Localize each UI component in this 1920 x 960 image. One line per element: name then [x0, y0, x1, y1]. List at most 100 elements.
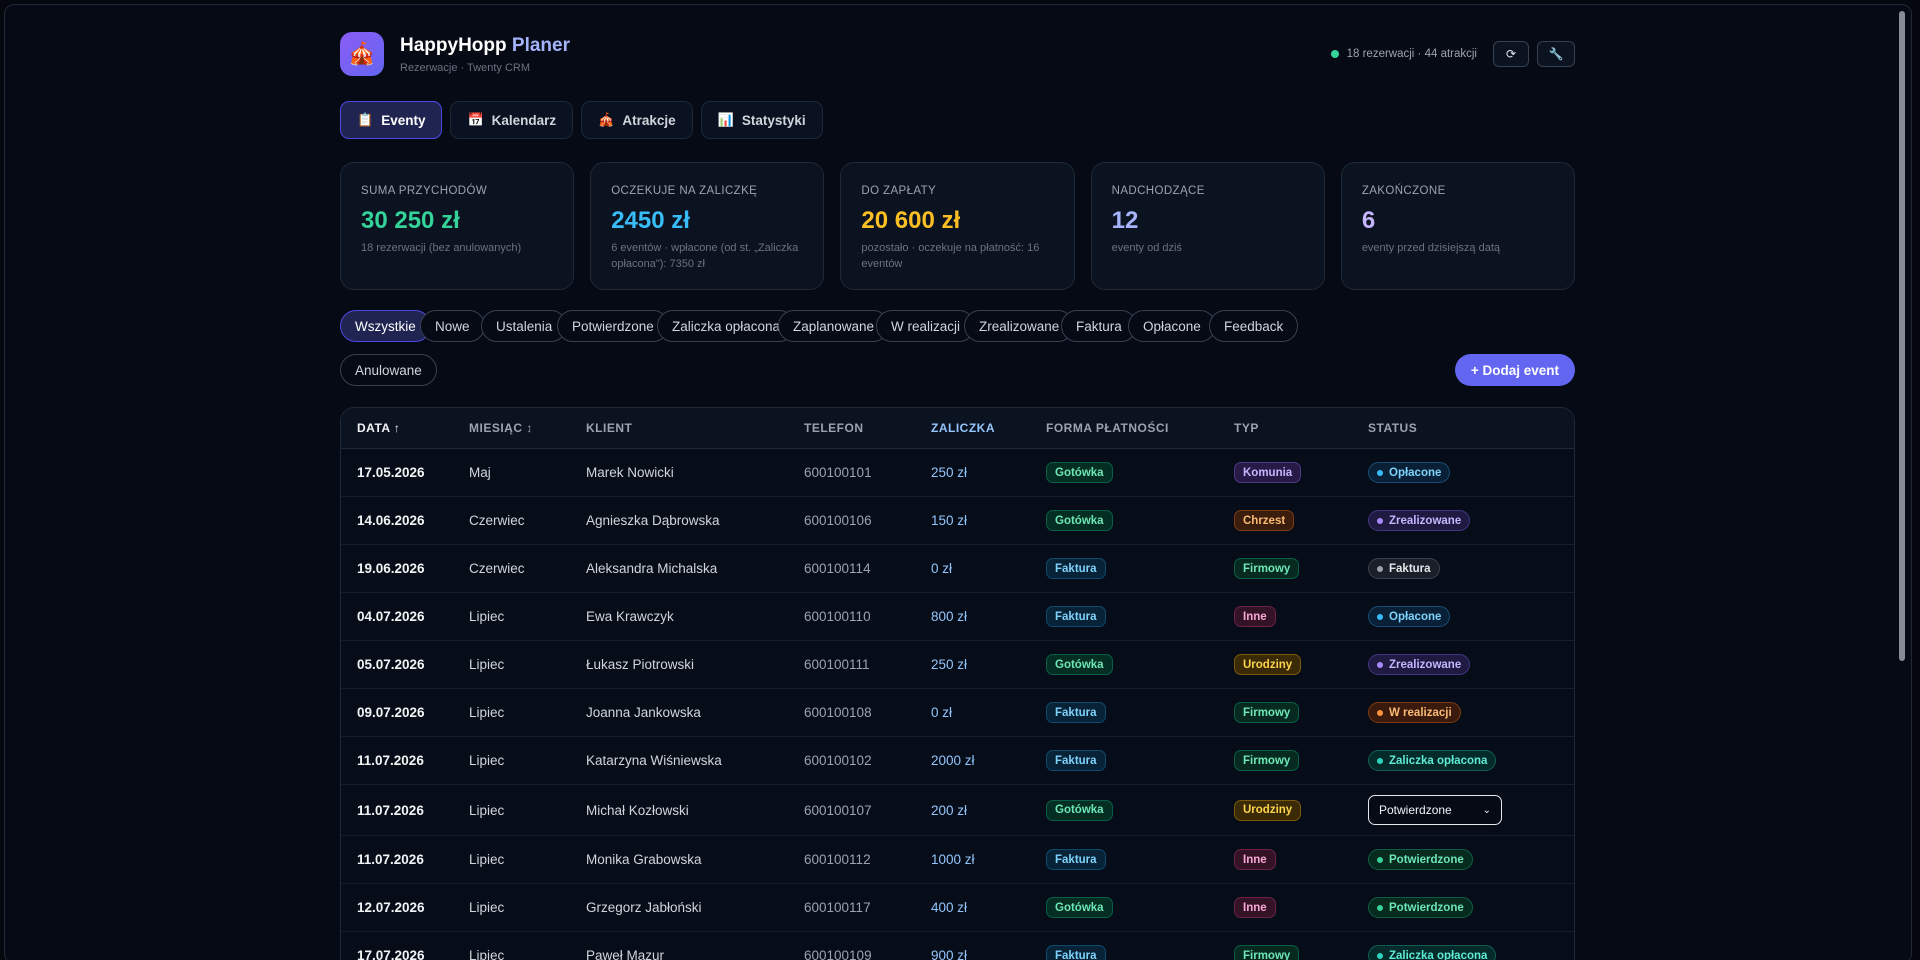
filter-chip-opłacone[interactable]: Opłacone [1128, 310, 1216, 342]
scrollbar[interactable] [1899, 11, 1905, 661]
status-badge[interactable]: Potwierdzone [1368, 897, 1473, 918]
stat-card: OCZEKUJE NA ZALICZKĘ 2450 zł 6 eventów · w… [590, 162, 825, 290]
filter-chip-w-realizacji[interactable]: W realizacji [876, 310, 976, 342]
tab-atrakcje[interactable]: 🎪 Atrakcje [581, 101, 693, 139]
table-row[interactable]: 19.06.2026 Czerwiec Aleksandra Michalska 60… [341, 545, 1574, 593]
cell-deposit: 400 zł [931, 900, 968, 915]
filter-chip-faktura[interactable]: Faktura [1061, 310, 1137, 342]
cell-status: Potwierdzone [1368, 849, 1568, 870]
cell-client: Monika Grabowska [586, 852, 702, 867]
status-select[interactable]: Potwierdzone ⌄ [1368, 795, 1502, 825]
tab-kalendarz[interactable]: 📅 Kalendarz [450, 101, 574, 139]
table-row[interactable]: 11.07.2026 Lipiec Michał Kozłowski 60010010… [341, 785, 1574, 836]
tab-label: Atrakcje [622, 112, 676, 128]
calendar-icon: 📅 [467, 112, 484, 127]
header-date[interactable]: DATA ↑ [357, 421, 401, 435]
tab-label: Kalendarz [491, 112, 557, 128]
table-row[interactable]: 09.07.2026 Lipiec Joanna Jankowska 60010010… [341, 689, 1574, 737]
status-badge[interactable]: Zaliczka opłacona [1368, 945, 1497, 960]
cell-deposit: 150 zł [931, 513, 968, 528]
payment-badge: Faktura [1046, 945, 1106, 960]
filter-chip-anulowane[interactable]: Anulowane [340, 354, 437, 386]
status-badge[interactable]: W realizacji [1368, 702, 1461, 723]
stat-card-description: eventy przed dzisiejszą datą [1361, 242, 1500, 254]
cell-date: 19.06.2026 [357, 561, 425, 576]
tab-label: Statystyki [741, 112, 806, 128]
status-summary: 18 rezerwacji · 44 atrakcji [1330, 48, 1477, 60]
cell-date: 17.07.2026 [357, 948, 425, 960]
table-row[interactable]: 17.07.2026 Lipiec Paweł Mazur 600100109 900 … [341, 932, 1574, 960]
status-label: Zrealizowane [1389, 514, 1462, 527]
table-row[interactable]: 11.07.2026 Lipiec Monika Grabowska 60010011… [341, 836, 1574, 884]
filter-chip-ustalenia[interactable]: Ustalenia [481, 310, 568, 342]
filter-chip-potwierdzone[interactable]: Potwierdzone [557, 310, 669, 342]
payment-badge: Faktura [1046, 702, 1106, 723]
table-row[interactable]: 14.06.2026 Czerwiec Agnieszka Dąbrowska 600… [341, 497, 1574, 545]
header-month[interactable]: MIESIĄC ↕ [469, 421, 533, 435]
table-row[interactable]: 04.07.2026 Lipiec Ewa Krawczyk 600100110 800… [341, 593, 1574, 641]
status-dot-icon [1377, 661, 1383, 668]
table-row[interactable]: 05.07.2026 Lipiec Łukasz Piotrowski 6001001… [341, 641, 1574, 689]
refresh-icon: ⟳ [1505, 47, 1517, 61]
payment-badge: Faktura [1046, 606, 1106, 627]
status-badge[interactable]: Potwierdzone [1368, 849, 1473, 870]
nav-tabs: 📋 Eventy 📅 Kalendarz 🎪 Atrakcje 📊 Statystyki [340, 101, 823, 139]
status-badge[interactable]: Opłacone [1368, 462, 1451, 483]
cell-phone: 600100106 [804, 513, 872, 528]
status-badge[interactable]: Opłacone [1368, 606, 1451, 627]
cell-status: Opłacone [1368, 606, 1568, 627]
type-badge: Urodziny [1234, 799, 1302, 821]
add-event-button[interactable]: + Dodaj event [1454, 354, 1575, 386]
filter-chip-wszystkie[interactable]: Wszystkie [340, 310, 431, 342]
filter-chip-zaliczka-opłacona[interactable]: Zaliczka opłacona [657, 310, 796, 342]
type-badge: Inne [1234, 606, 1276, 627]
status-badge[interactable]: Zrealizowane [1368, 654, 1471, 675]
filter-chip-zrealizowane[interactable]: Zrealizowane [964, 310, 1075, 342]
tab-eventy[interactable]: 📋 Eventy [340, 101, 443, 139]
table-row[interactable]: 11.07.2026 Lipiec Katarzyna Wiśniewska 6001… [341, 737, 1574, 785]
table-row[interactable]: 17.05.2026 Maj Marek Nowicki 600100101 250 z… [341, 449, 1574, 497]
filter-chip-zaplanowane[interactable]: Zaplanowane [778, 310, 890, 342]
filter-chip-nowe[interactable]: Nowe [420, 310, 485, 342]
cell-phone: 600100112 [804, 852, 871, 867]
cell-deposit: 1000 zł [931, 852, 975, 867]
refresh-button[interactable]: ⟳ [1493, 41, 1529, 67]
stat-card-description: 6 eventów · wpłacone (od st. „Zaliczka o… [611, 242, 799, 270]
cell-status: Zrealizowane [1368, 510, 1568, 531]
cell-month: Czerwiec [469, 513, 525, 528]
cell-status: Opłacone [1368, 462, 1568, 483]
cell-type: Inne [1234, 606, 1368, 627]
cell-type: Urodziny [1234, 799, 1368, 821]
payment-badge: Faktura [1046, 750, 1106, 771]
status-badge[interactable]: Faktura [1368, 558, 1440, 579]
status-dot-icon [1377, 517, 1383, 524]
status-label: W realizacji [1389, 706, 1452, 719]
cell-type: Chrzest [1234, 510, 1368, 531]
cell-month: Czerwiec [469, 561, 525, 576]
app-window: 🎪 HappyHopp Planer Rezerwacje · Twenty C… [4, 4, 1912, 960]
cell-status: Zaliczka opłacona [1368, 750, 1568, 771]
status-label: Zaliczka opłacona [1389, 949, 1488, 960]
status-dot-icon [1377, 565, 1383, 572]
status-badge[interactable]: Zrealizowane [1368, 510, 1471, 531]
cell-status: Faktura [1368, 558, 1568, 579]
header-status: STATUS [1368, 421, 1418, 435]
stat-card-title: NADCHODZĄCE [1111, 185, 1205, 197]
status-label: Faktura [1389, 562, 1431, 575]
cell-date: 17.05.2026 [357, 465, 425, 480]
cell-date: 11.07.2026 [357, 802, 424, 818]
status-badge[interactable]: Zaliczka opłacona [1368, 750, 1497, 771]
circus-tent-icon: 🎪 [340, 32, 384, 76]
cell-client: Michał Kozłowski [586, 802, 689, 818]
cell-date: 04.07.2026 [357, 609, 425, 624]
tab-statystyki[interactable]: 📊 Statystyki [700, 101, 823, 139]
cell-status: W realizacji [1368, 702, 1568, 723]
settings-button[interactable]: 🔧 [1537, 41, 1575, 67]
circus-tent-icon: 🎪 [598, 112, 615, 127]
cell-month: Lipiec [469, 753, 505, 768]
clipboard-icon: 📋 [357, 112, 374, 127]
filter-chip-feedback[interactable]: Feedback [1209, 310, 1299, 342]
cell-deposit: 2000 zł [931, 753, 975, 768]
table-row[interactable]: 12.07.2026 Lipiec Grzegorz Jabłoński 600100… [341, 884, 1574, 932]
cell-type: Urodziny [1234, 654, 1368, 675]
